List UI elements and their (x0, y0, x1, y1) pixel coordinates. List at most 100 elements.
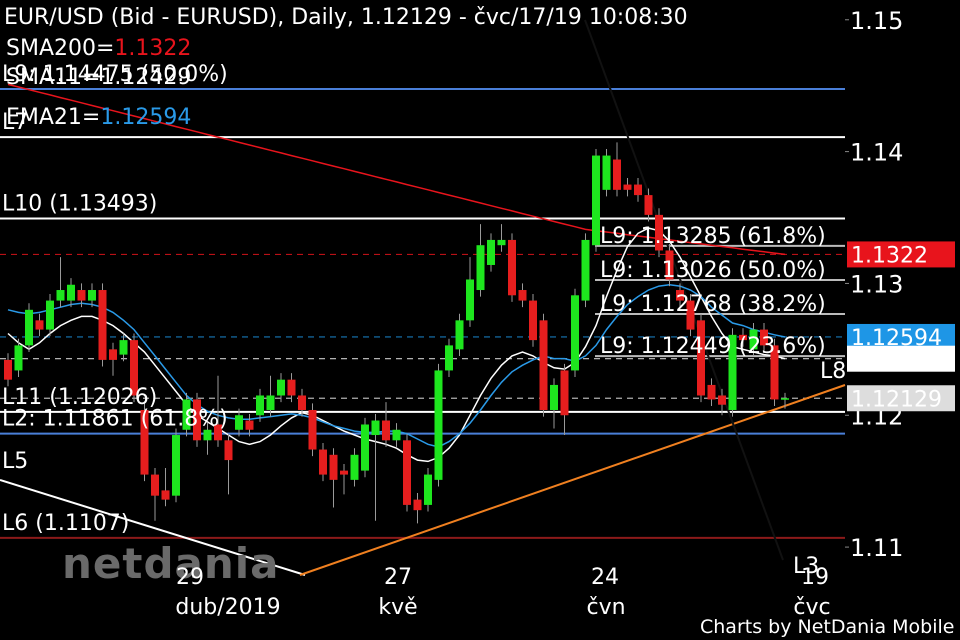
candle-body (245, 420, 254, 430)
candle-body (644, 195, 653, 215)
candle-body (172, 435, 180, 496)
candle-body (560, 370, 569, 416)
candle-body (476, 245, 485, 291)
legend-value: 1.1322 (114, 36, 191, 61)
x-tick-month: čvc (793, 595, 830, 620)
candle-body (35, 320, 44, 330)
candle-body (256, 395, 264, 416)
price-tag (847, 385, 955, 412)
legend-name: EMA21= (6, 105, 100, 130)
candle-body (109, 349, 117, 360)
candle-body (529, 300, 537, 341)
footer: Charts by NetDania Mobile (700, 616, 954, 638)
price-tag (847, 241, 955, 268)
labels: netdania EUR/USD (Bid - EURUSD), Daily, … (2, 5, 955, 638)
candle-body (224, 440, 233, 461)
level-label: L7 (2, 110, 28, 135)
candle-body (728, 334, 737, 410)
y-tick-label: 1.15 (850, 7, 903, 35)
price-tag-label: 1.1322 (851, 243, 928, 268)
candle-body (266, 395, 275, 410)
trendline-label: L8 (820, 359, 846, 384)
trendline (0, 479, 306, 576)
candle-body (203, 429, 212, 441)
level-label: L2: 1.11861 (61.8%) (2, 407, 228, 432)
candle-body (592, 155, 600, 246)
price-tag (847, 323, 955, 350)
candle-body (340, 470, 348, 475)
x-tick-month: dub/2019 (175, 595, 280, 620)
candle-body (655, 214, 663, 251)
watermark: netdania (62, 539, 280, 588)
candle-body (14, 345, 23, 371)
candle-body (319, 449, 327, 475)
candle-body (686, 300, 695, 330)
level-label: L9: 1.12768 (38.2%) (600, 292, 826, 317)
x-tick-month: čvn (586, 595, 625, 620)
candle-body (539, 320, 548, 410)
price-tag-label: 1.12129 (851, 387, 942, 412)
candle-body (371, 420, 380, 436)
candle-body (676, 290, 684, 301)
candle-body (497, 239, 506, 246)
candle-body (424, 474, 432, 505)
candle-body (581, 239, 590, 301)
chart-title: EUR/USD (Bid - EURUSD), Daily, 1.12129 -… (4, 5, 688, 30)
candle-body (707, 384, 716, 400)
candle-body (718, 395, 726, 405)
candle-body (161, 490, 170, 500)
candle-body (487, 239, 495, 265)
trendline-label: L5 (2, 449, 28, 474)
legend-value: 1.12594 (100, 105, 191, 130)
candle-body (67, 284, 75, 301)
candle-body (350, 454, 359, 480)
x-tick-label: 24 (591, 565, 619, 590)
candle-body (623, 184, 632, 190)
candle-body (130, 340, 138, 396)
candle-body (550, 384, 558, 410)
candle-body (749, 329, 758, 350)
trendline (584, 19, 784, 561)
candle-body (602, 155, 611, 190)
candle-body (770, 345, 779, 400)
legend-entry: SMA200=1.1322 (6, 36, 191, 61)
level-label: L9: 1.14475 (50.0%) (2, 62, 228, 87)
candle-body (277, 379, 285, 396)
candle-body (760, 329, 768, 346)
candle-body (25, 309, 33, 346)
candle-body (88, 290, 96, 301)
candle-body (382, 420, 390, 441)
candle-body (571, 295, 579, 371)
candle-body (235, 415, 243, 430)
candle-body (329, 454, 338, 480)
candle-body (634, 184, 642, 196)
legend-entry: EMA21=1.12594 (6, 105, 191, 130)
candle-body (445, 345, 453, 371)
price-tag (847, 345, 955, 372)
candle-body (119, 340, 128, 355)
trendline (299, 384, 846, 576)
price-tag-label: 1.12429 (851, 348, 942, 373)
candle-body (739, 334, 747, 341)
legend-name: SMA200= (6, 36, 114, 61)
candle-body (781, 398, 789, 400)
level-label: L9: 1.13026 (50.0%) (600, 258, 826, 283)
level-label: L6 (1.1107) (2, 511, 129, 536)
candle-body (140, 409, 149, 475)
legend-entry: SMA11=1.12429 (6, 65, 191, 90)
candle-body (193, 399, 201, 441)
candle-body (613, 159, 621, 190)
y-tick-label: 1.14 (850, 139, 903, 167)
candle-body (98, 290, 107, 360)
x-tick-label: 19 (801, 565, 829, 590)
x-tick-label: 29 (176, 565, 204, 590)
candle-body (308, 409, 317, 450)
x-tick-month: kvě (378, 595, 417, 620)
level-label: L10 (1.13493) (2, 191, 157, 216)
legend-name: SMA11= (6, 65, 100, 90)
candle-body (455, 320, 464, 350)
trendline-label: L3 (793, 554, 819, 579)
candle-body (287, 379, 296, 396)
